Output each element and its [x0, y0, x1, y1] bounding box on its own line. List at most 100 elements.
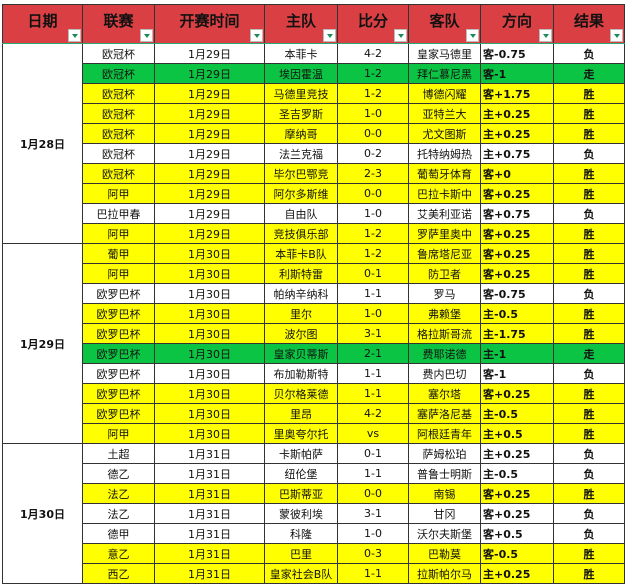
kickoff-cell[interactable]: 1月31日 [154, 463, 265, 484]
direction-cell[interactable]: 客+0.25 [480, 223, 554, 244]
result-cell[interactable]: 负 [553, 143, 625, 164]
away-team-cell[interactable]: 南锡 [408, 483, 481, 504]
score-cell[interactable]: 1-1 [337, 383, 409, 404]
away-team-cell[interactable]: 拜仁慕尼黑 [408, 63, 481, 84]
score-cell[interactable]: 4-2 [337, 403, 409, 424]
direction-cell[interactable]: 主-1 [480, 343, 554, 364]
result-cell[interactable]: 走 [553, 343, 625, 364]
kickoff-cell[interactable]: 1月30日 [154, 323, 265, 344]
filter-dropdown-icon[interactable] [610, 29, 623, 42]
score-cell[interactable]: 1-0 [337, 203, 409, 224]
result-cell[interactable]: 负 [553, 43, 625, 64]
result-cell[interactable]: 负 [553, 443, 625, 464]
result-cell[interactable]: 胜 [553, 243, 625, 264]
home-team-cell[interactable]: 纽伦堡 [264, 463, 338, 484]
league-cell[interactable]: 欧罗巴杯 [82, 363, 155, 384]
result-cell[interactable]: 走 [553, 63, 625, 84]
home-team-cell[interactable]: 里昂 [264, 403, 338, 424]
score-cell[interactable]: 3-1 [337, 503, 409, 524]
score-cell[interactable]: 2-3 [337, 163, 409, 184]
filter-dropdown-icon[interactable] [140, 29, 153, 42]
kickoff-cell[interactable]: 1月29日 [154, 143, 265, 164]
league-cell[interactable]: 欧罗巴杯 [82, 343, 155, 364]
score-cell[interactable]: 1-1 [337, 283, 409, 304]
league-cell[interactable]: 阿甲 [82, 263, 155, 284]
home-team-cell[interactable]: 毕尔巴鄂竞 [264, 163, 338, 184]
away-team-cell[interactable]: 费耶诺德 [408, 343, 481, 364]
away-team-cell[interactable]: 鲁席塔尼亚 [408, 243, 481, 264]
kickoff-cell[interactable]: 1月31日 [154, 503, 265, 524]
kickoff-cell[interactable]: 1月29日 [154, 203, 265, 224]
direction-cell[interactable]: 客+0 [480, 163, 554, 184]
direction-cell[interactable]: 主+0.25 [480, 563, 554, 584]
result-cell[interactable]: 胜 [553, 163, 625, 184]
home-team-cell[interactable]: 布加勒斯特 [264, 363, 338, 384]
direction-cell[interactable]: 客-1 [480, 363, 554, 384]
home-team-cell[interactable]: 本菲卡B队 [264, 243, 338, 264]
kickoff-cell[interactable]: 1月30日 [154, 363, 265, 384]
away-team-cell[interactable]: 巴勒莫 [408, 543, 481, 564]
league-cell[interactable]: 欧罗巴杯 [82, 283, 155, 304]
away-team-cell[interactable]: 亚特兰大 [408, 103, 481, 124]
league-cell[interactable]: 西乙 [82, 563, 155, 584]
filter-dropdown-icon[interactable] [466, 29, 479, 42]
result-cell[interactable]: 胜 [553, 183, 625, 204]
result-cell[interactable]: 胜 [553, 323, 625, 344]
kickoff-cell[interactable]: 1月29日 [154, 103, 265, 124]
league-cell[interactable]: 欧冠杯 [82, 123, 155, 144]
league-cell[interactable]: 法乙 [82, 483, 155, 504]
home-team-cell[interactable]: 贝尔格莱德 [264, 383, 338, 404]
league-cell[interactable]: 巴拉甲春 [82, 203, 155, 224]
home-team-cell[interactable]: 科隆 [264, 523, 338, 544]
direction-cell[interactable]: 主+0.25 [480, 103, 554, 124]
score-cell[interactable]: 1-1 [337, 363, 409, 384]
kickoff-cell[interactable]: 1月30日 [154, 243, 265, 264]
direction-cell[interactable]: 客+0.75 [480, 203, 554, 224]
score-cell[interactable]: 1-0 [337, 103, 409, 124]
result-cell[interactable]: 胜 [553, 423, 625, 444]
filter-dropdown-icon[interactable] [250, 29, 263, 42]
home-team-cell[interactable]: 里奥夸尔托 [264, 423, 338, 444]
league-cell[interactable]: 法乙 [82, 503, 155, 524]
filter-dropdown-icon[interactable] [323, 29, 336, 42]
direction-cell[interactable]: 主+0.25 [480, 443, 554, 464]
score-cell[interactable]: 0-0 [337, 183, 409, 204]
league-cell[interactable]: 欧罗巴杯 [82, 303, 155, 324]
score-cell[interactable]: 3-1 [337, 323, 409, 344]
home-team-cell[interactable]: 利斯特雷 [264, 263, 338, 284]
kickoff-cell[interactable]: 1月31日 [154, 483, 265, 504]
home-team-cell[interactable]: 蒙彼利埃 [264, 503, 338, 524]
league-cell[interactable]: 欧冠杯 [82, 143, 155, 164]
home-team-cell[interactable]: 埃因霍温 [264, 63, 338, 84]
home-team-cell[interactable]: 马德里竞技 [264, 83, 338, 104]
away-team-cell[interactable]: 罗萨里奥中 [408, 223, 481, 244]
direction-cell[interactable]: 客-0.5 [480, 543, 554, 564]
away-team-cell[interactable]: 沃尔夫斯堡 [408, 523, 481, 544]
result-cell[interactable]: 胜 [553, 263, 625, 284]
home-team-cell[interactable]: 竞技俱乐部 [264, 223, 338, 244]
filter-dropdown-icon[interactable] [394, 29, 407, 42]
result-cell[interactable]: 负 [553, 503, 625, 524]
kickoff-cell[interactable]: 1月30日 [154, 263, 265, 284]
direction-cell[interactable]: 客-0.75 [480, 283, 554, 304]
score-cell[interactable]: 1-2 [337, 223, 409, 244]
kickoff-cell[interactable]: 1月30日 [154, 383, 265, 404]
kickoff-cell[interactable]: 1月31日 [154, 543, 265, 564]
result-cell[interactable]: 负 [553, 523, 625, 544]
kickoff-cell[interactable]: 1月31日 [154, 563, 265, 584]
away-team-cell[interactable]: 艾美利亚诺 [408, 203, 481, 224]
home-team-cell[interactable]: 阿尔多斯维 [264, 183, 338, 204]
league-cell[interactable]: 德乙 [82, 463, 155, 484]
away-team-cell[interactable]: 阿根廷青年 [408, 423, 481, 444]
away-team-cell[interactable]: 拉斯帕尔马 [408, 563, 481, 584]
direction-cell[interactable]: 主-1.75 [480, 323, 554, 344]
result-cell[interactable]: 胜 [553, 83, 625, 104]
away-team-cell[interactable]: 博德闪耀 [408, 83, 481, 104]
home-team-cell[interactable]: 帕纳辛纳科 [264, 283, 338, 304]
home-team-cell[interactable]: 皇家贝蒂斯 [264, 343, 338, 364]
result-cell[interactable]: 胜 [553, 223, 625, 244]
league-cell[interactable]: 欧罗巴杯 [82, 403, 155, 424]
filter-dropdown-icon[interactable] [68, 29, 81, 42]
direction-cell[interactable]: 客+0.25 [480, 243, 554, 264]
score-cell[interactable]: 1-1 [337, 463, 409, 484]
